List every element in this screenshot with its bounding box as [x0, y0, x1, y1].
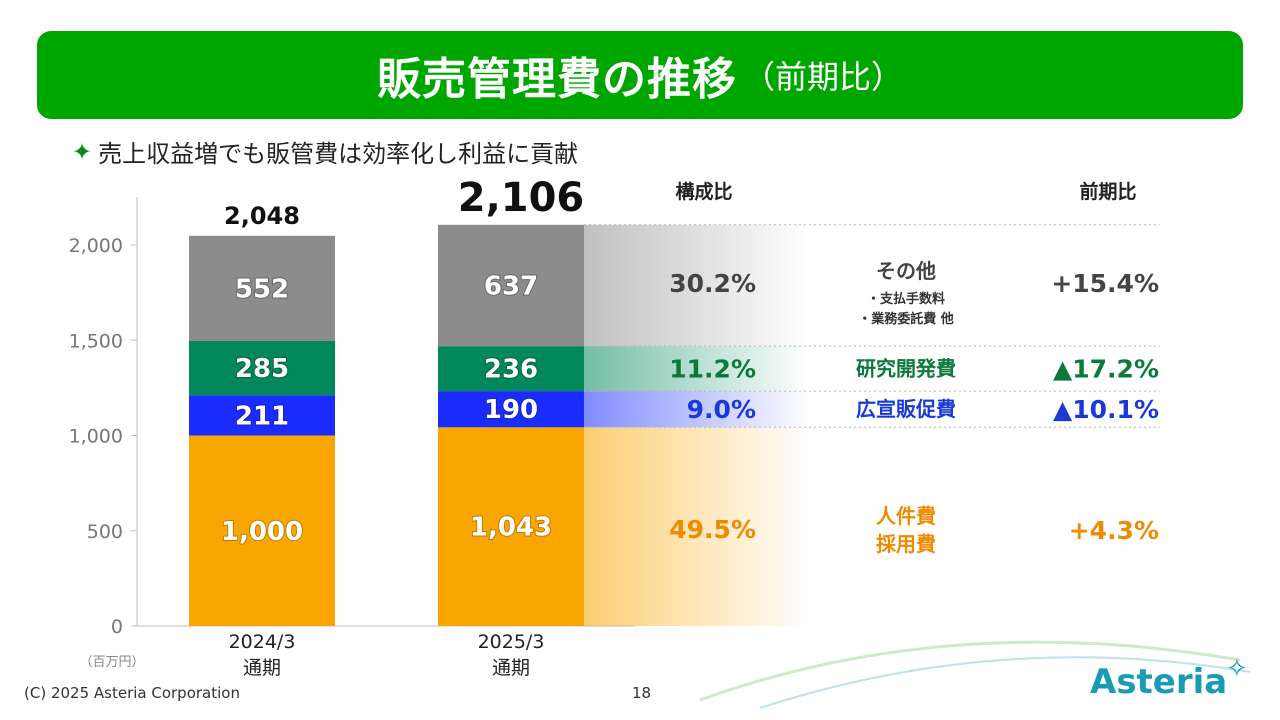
page-title: 販売管理費の推移	[376, 54, 737, 105]
share-band	[584, 346, 810, 392]
unit-label: （百万円）	[79, 655, 144, 670]
y-tick-label: 1,500	[69, 330, 123, 352]
bar-value-label: 211	[235, 401, 289, 431]
category-name: 人件費	[876, 504, 936, 528]
yoy-value: +4.3%	[1069, 516, 1159, 545]
y-tick-label: 1,000	[69, 426, 123, 448]
yoy-value: ▲10.1%	[1053, 395, 1159, 424]
bar-value-label: 190	[484, 395, 538, 425]
bar-total-label: 2,048	[224, 202, 300, 230]
bar-value-label: 236	[484, 355, 538, 385]
bar-segment	[189, 235, 335, 342]
share-value: 9.0%	[687, 395, 756, 424]
bar-segment	[189, 395, 335, 436]
bar-value-label: 1,043	[470, 513, 552, 543]
y-tick-label: 500	[87, 521, 123, 543]
footer-swoosh	[759, 656, 1251, 709]
footer-swoosh	[699, 640, 1241, 702]
y-tick-label: 0	[111, 616, 123, 638]
x-tick-label: 2025/3	[478, 631, 545, 653]
category-subitem: ・業務委託費 他	[858, 311, 954, 327]
composition-header: 構成比	[675, 180, 732, 203]
category-name: 研究開発費	[856, 357, 956, 381]
title-banner: 販売管理費の推移 （前期比）	[37, 31, 1243, 119]
category-name: 採用費	[876, 532, 936, 556]
bar-segment	[438, 224, 584, 347]
headline-bullet: ✦ 売上収益増でも販管費は効率化し利益に貢献	[72, 134, 578, 169]
share-band	[584, 427, 810, 626]
four-point-star-icon: ✦	[72, 137, 93, 166]
page-number: 18	[632, 684, 652, 702]
x-tick-label: 通期	[243, 657, 281, 679]
bar-value-label: 1,000	[221, 517, 303, 547]
bar-value-label: 552	[235, 274, 289, 304]
bar-segment	[438, 346, 584, 392]
bar-segment	[189, 341, 335, 396]
share-value: 49.5%	[669, 515, 756, 544]
share-band	[584, 224, 810, 347]
bar-segment	[189, 435, 335, 626]
page-title-sub: （前期比）	[742, 58, 903, 96]
category-name: 広宣販促費	[856, 397, 956, 421]
category-subitem: ・支払手数料	[867, 291, 945, 307]
asteria-logo: Asteria	[1090, 662, 1228, 702]
bar-total-label: 2,106	[458, 175, 585, 221]
yoy-header: 前期比	[1079, 180, 1136, 203]
bar-segment	[438, 427, 584, 626]
x-tick-label: 2024/3	[229, 631, 296, 653]
bar-value-label: 285	[235, 354, 289, 384]
yoy-value: +15.4%	[1051, 269, 1159, 298]
share-band	[584, 391, 810, 428]
bar-segment	[438, 391, 584, 428]
bar-value-label: 637	[484, 271, 538, 301]
x-tick-label: 通期	[492, 657, 530, 679]
headline-text: 売上収益増でも販管費は効率化し利益に貢献	[98, 140, 579, 168]
yoy-value: ▲17.2%	[1053, 355, 1159, 384]
share-value: 11.2%	[669, 355, 756, 384]
share-value: 30.2%	[669, 269, 756, 298]
y-tick-label: 2,000	[69, 235, 123, 257]
category-name: その他	[876, 259, 936, 283]
logo-star-icon: ✧	[1226, 654, 1248, 684]
copyright-text: (C) 2025 Asteria Corporation	[24, 684, 240, 702]
